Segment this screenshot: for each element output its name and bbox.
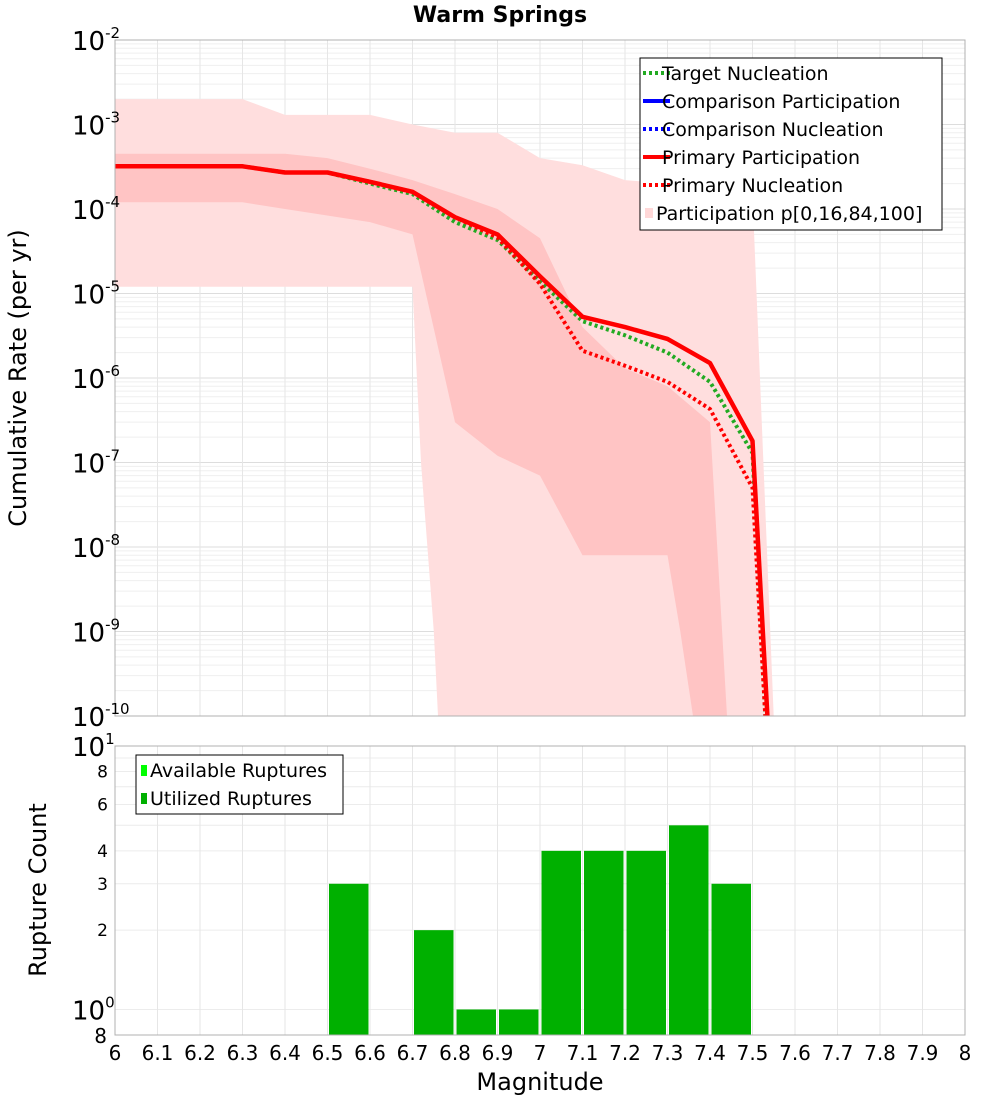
x-tick-label: 6.3: [227, 1041, 259, 1065]
legend-box: [639, 57, 943, 231]
y-tick-label: 8: [94, 1024, 107, 1048]
x-tick-label: 7.1: [567, 1041, 599, 1065]
legend-label: Primary Nucleation: [662, 175, 843, 197]
legend-label: Comparison Participation: [662, 91, 900, 113]
x-tick-label: 6.8: [439, 1041, 471, 1065]
bar-utilized-ruptures: [626, 850, 666, 1035]
x-tick-label: 6.1: [142, 1041, 174, 1065]
y-tick-label: 8: [97, 763, 108, 783]
x-tick-label: 7.5: [737, 1041, 769, 1065]
x-tick-label: 7.9: [907, 1041, 939, 1065]
bar-utilized-ruptures: [711, 883, 751, 1035]
y-tick-label: 10-10: [72, 700, 130, 733]
x-tick-label: 6.5: [312, 1041, 344, 1065]
legend-label: Utilized Ruptures: [150, 788, 312, 810]
bottom-y-axis-label: Rupture Count: [24, 803, 52, 977]
y-tick-label: 10-6: [72, 362, 120, 395]
x-tick-labels: 6 6.1 6.2 6.3 6.4 6.5 6.6 6.7 6.8 6.9 7 7.1 7.2 7.3 7.…: [109, 1041, 972, 1065]
y-tick-label: 10-5: [72, 278, 120, 311]
bar-utilized-ruptures: [329, 883, 369, 1035]
y-tick-label: 10-8: [72, 531, 120, 564]
top-legend: Target Nucleation Comparison Participatio…: [639, 57, 943, 231]
legend-label: Primary Participation: [662, 147, 860, 169]
top-y-axis-label: Cumulative Rate (per yr): [4, 229, 32, 527]
band-p0-p100: [115, 99, 774, 717]
bottom-legend: Available Ruptures Utilized Ruptures: [135, 754, 344, 815]
x-tick-label: 6.2: [184, 1041, 216, 1065]
y-tick-label: 4: [97, 842, 108, 862]
x-tick-label: 6: [109, 1041, 122, 1065]
bar-utilized-ruptures: [669, 825, 709, 1035]
bar-utilized-ruptures: [456, 1009, 496, 1035]
x-tick-label: 7.3: [652, 1041, 684, 1065]
percentile-bands: [115, 99, 774, 717]
x-tick-label: 7: [534, 1041, 547, 1065]
x-tick-label: 8: [959, 1041, 972, 1065]
legend-label: Target Nucleation: [661, 63, 829, 85]
y-tick-label: 10-2: [72, 24, 120, 57]
series-primary-participation: [115, 164, 770, 717]
legend-label: Comparison Nucleation: [662, 119, 884, 141]
y-tick-label: 100: [72, 993, 115, 1026]
x-tick-label: 6.9: [482, 1041, 514, 1065]
y-tick-label: 6: [97, 795, 108, 815]
x-tick-label: 7.4: [694, 1041, 726, 1065]
y-tick-label: 10-7: [72, 447, 120, 480]
chart-title: Warm Springs: [413, 3, 587, 28]
bar-utilized-ruptures: [584, 850, 624, 1035]
rupture-count-bars: [329, 825, 751, 1035]
legend-box: [135, 754, 344, 815]
legend-swatch: [141, 765, 147, 776]
y-tick-label: 10-9: [72, 616, 120, 649]
y-tick-label: 3: [97, 875, 108, 895]
band-p16-p84: [115, 153, 727, 717]
bottom-plot-frame: [114, 745, 966, 1036]
rate-series-lines: [115, 164, 770, 717]
top-plot-frame: [114, 39, 966, 717]
legend-swatch: [141, 793, 147, 804]
x-tick-label: 6.7: [397, 1041, 429, 1065]
x-axis-label: Magnitude: [476, 1068, 603, 1096]
bar-utilized-ruptures: [499, 1009, 539, 1035]
series-primary-nucleation: [115, 164, 768, 717]
top-y-tick-labels: 10-2 10-3 10-4 10-5 10-6 10-7 10-8 10-9 10-10: [72, 24, 130, 733]
y-tick-label: 10-4: [72, 193, 120, 226]
y-tick-label: 10-3: [72, 109, 120, 142]
x-tick-label: 7.6: [779, 1041, 811, 1065]
x-tick-label: 6.4: [269, 1041, 301, 1065]
legend-swatch: [645, 208, 653, 218]
legend-label: Participation p[0,16,84,100]: [656, 203, 922, 225]
x-tick-label: 7.8: [864, 1041, 896, 1065]
x-tick-label: 7.7: [822, 1041, 854, 1065]
x-tick-label: 6.6: [354, 1041, 386, 1065]
x-tick-label: 7.2: [609, 1041, 641, 1065]
y-tick-label: 2: [97, 921, 108, 941]
legend-label: Available Ruptures: [150, 760, 327, 782]
bar-utilized-ruptures: [541, 850, 581, 1035]
y-tick-label: 101: [72, 730, 115, 763]
bar-utilized-ruptures: [414, 930, 454, 1035]
